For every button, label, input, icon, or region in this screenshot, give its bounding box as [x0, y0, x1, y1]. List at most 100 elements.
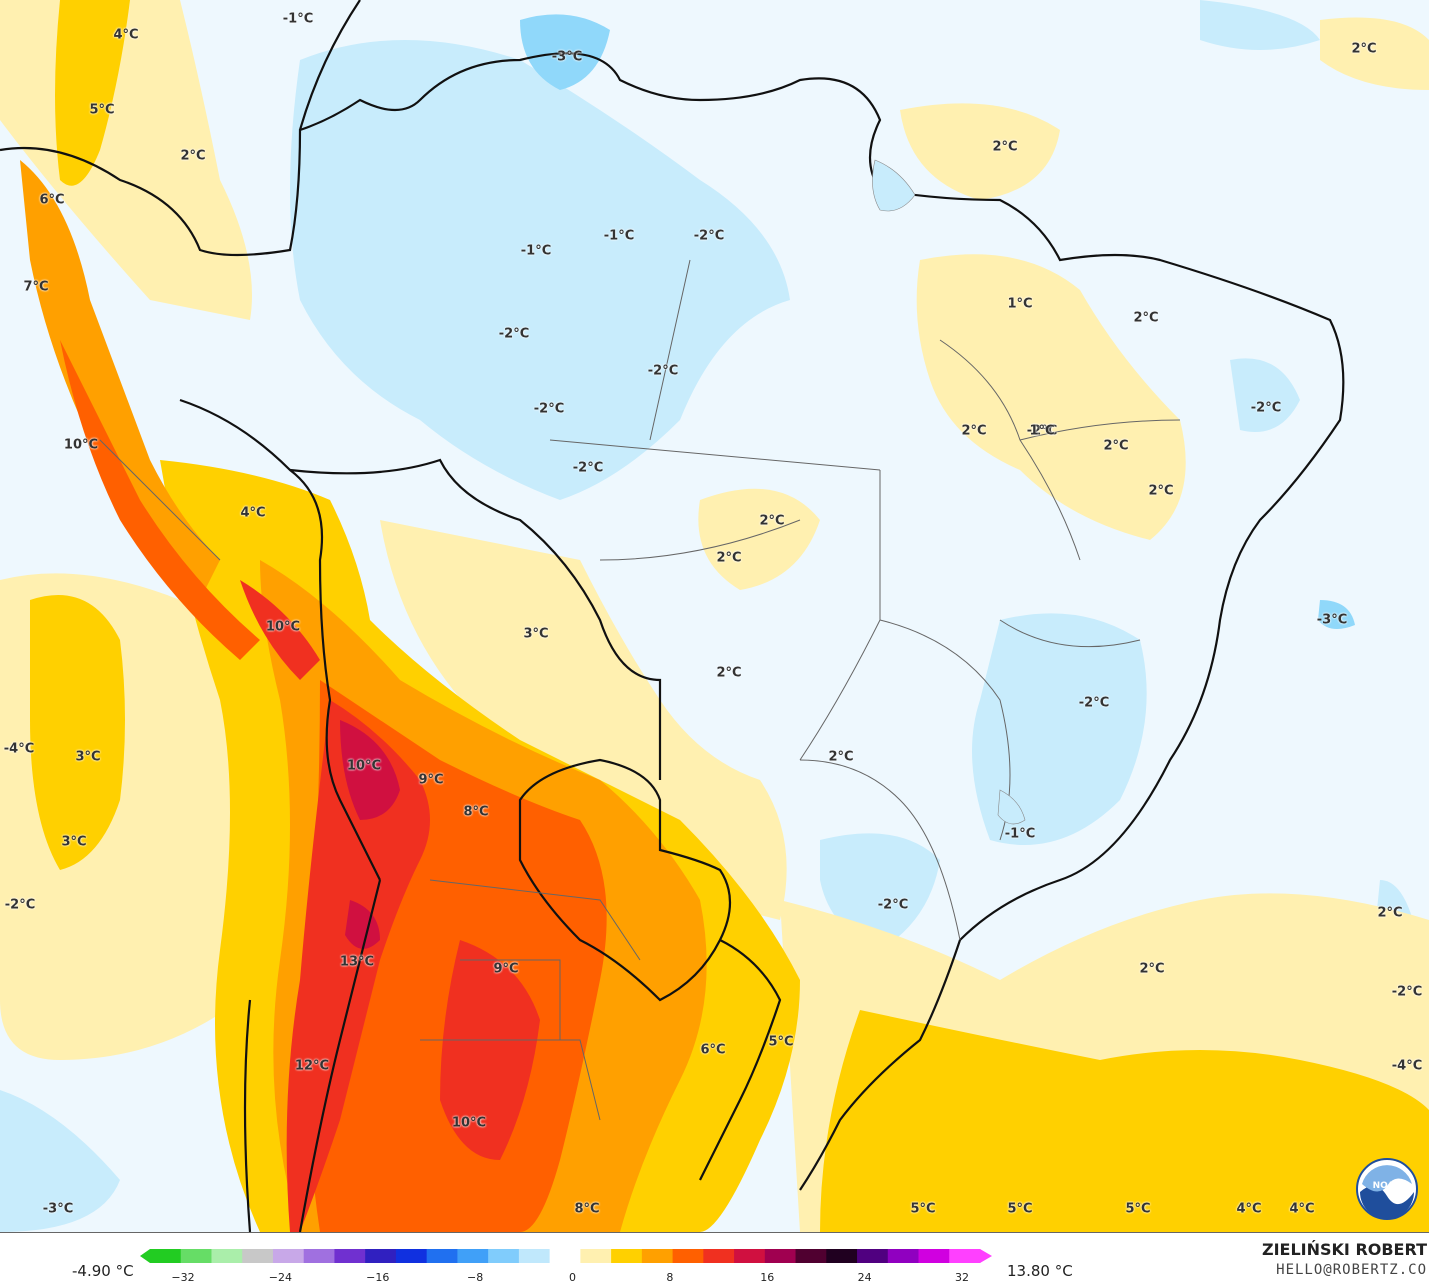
temperature-label: 4°C [113, 27, 139, 43]
temperature-label: -4°C [1391, 1058, 1423, 1074]
temperature-label: 9°C [418, 772, 444, 788]
temperature-label: 4°C [1236, 1201, 1262, 1217]
color-scale-swatch [365, 1249, 397, 1263]
country-borders [0, 0, 1345, 1232]
temperature-label: -2°C [1026, 423, 1058, 439]
color-scale-swatch [795, 1249, 827, 1263]
temperature-label: 13°C [339, 954, 375, 970]
temperature-label: -2°C [877, 897, 909, 913]
color-scale-swatch [949, 1249, 981, 1263]
color-scale-swatch [334, 1249, 366, 1263]
temperature-label: 2°C [992, 139, 1018, 155]
temperature-label: -2°C [498, 326, 530, 342]
color-scale-tick: −16 [366, 1271, 390, 1284]
color-scale-swatch [150, 1249, 182, 1263]
color-scale-swatch [242, 1249, 274, 1263]
color-scale-min-arrow [140, 1249, 150, 1263]
color-scale-swatch [672, 1249, 704, 1263]
temperature-label: -1°C [1004, 826, 1036, 842]
state-borders [99, 259, 1181, 1121]
temperature-label: 3°C [523, 626, 549, 642]
min-value-label: -4.90 °C [72, 1262, 134, 1280]
temperature-label: -1°C [603, 228, 635, 244]
temperature-label: 2°C [759, 513, 785, 529]
color-scale-max-arrow [980, 1249, 992, 1263]
temperature-label: 3°C [61, 834, 87, 850]
temperature-label: 2°C [1133, 310, 1159, 326]
color-scale-swatch [887, 1249, 920, 1263]
temperature-label: 1°C [1007, 296, 1033, 312]
temperature-label: 8°C [463, 804, 489, 820]
temperature-label: 12°C [294, 1058, 330, 1074]
temperature-label: -2°C [647, 363, 679, 379]
color-scale-swatch [611, 1249, 643, 1263]
temperature-label: 2°C [1139, 961, 1165, 977]
max-value-label: 13.80 °C [1007, 1262, 1073, 1280]
color-scale-swatch [857, 1249, 889, 1263]
temperature-label: 5°C [1007, 1201, 1033, 1217]
color-scale-swatch [580, 1249, 612, 1263]
temperature-label: 7°C [23, 279, 49, 295]
color-scale-swatch [395, 1249, 428, 1263]
color-scale-swatch [488, 1249, 520, 1263]
temperature-label: 10°C [346, 758, 382, 774]
color-scale-swatch [211, 1249, 243, 1263]
temperature-label: 8°C [574, 1201, 600, 1217]
color-scale-swatch [457, 1249, 489, 1263]
temperature-label: -2°C [533, 401, 565, 417]
temperature-label: 5°C [1125, 1201, 1151, 1217]
color-scale-tick: 24 [857, 1271, 872, 1284]
temperature-label: 5°C [768, 1034, 794, 1050]
color-scale-tick: 0 [569, 1271, 576, 1284]
temperature-label: 2°C [1351, 41, 1377, 57]
temperature-label: -3°C [1316, 612, 1348, 628]
temperature-label: 4°C [240, 505, 266, 521]
temperature-label: -1°C [520, 243, 552, 259]
temperature-label: 10°C [451, 1115, 487, 1131]
temperature-label: 10°C [63, 437, 99, 453]
author-name: ZIELIŃSKI ROBERT [1261, 1240, 1427, 1259]
temperature-label: 5°C [910, 1201, 936, 1217]
temperature-label: -3°C [42, 1201, 74, 1217]
temperature-map: -1°C -3°C 2°C 4°C 5°C 2°C 2°C 6°C -1°C -1°C -2°C 7°… [0, 0, 1429, 1232]
temperature-label: -2°C [1250, 400, 1282, 416]
color-scale-swatch [272, 1249, 305, 1263]
color-scale-swatch [764, 1249, 797, 1263]
temperature-label: 2°C [180, 148, 206, 164]
temperature-label: 2°C [1148, 483, 1174, 499]
extreme-zones [340, 720, 400, 949]
temperature-label: -2°C [4, 897, 36, 913]
temperature-label: -1°C [282, 11, 314, 27]
noaa-logo-icon: NOAA [1356, 1158, 1418, 1224]
color-scale-swatch [734, 1249, 766, 1263]
color-scale-swatch [549, 1249, 581, 1263]
svg-text:NOAA: NOAA [1373, 1181, 1402, 1191]
color-scale-swatch [918, 1249, 950, 1263]
author-email: HELLO@ROBERTZ.CO [1276, 1262, 1427, 1278]
temperature-label: 1°C [1029, 423, 1055, 439]
map-canvas [0, 0, 1429, 1232]
color-scale [140, 1249, 992, 1263]
temperature-label: -4°C [3, 741, 35, 757]
temperature-label: -2°C [1078, 695, 1110, 711]
temperature-label: 10°C [265, 619, 301, 635]
color-scale-swatch [518, 1249, 551, 1263]
temperature-label: 2°C [716, 550, 742, 566]
color-scale-swatch [303, 1249, 335, 1263]
temperature-label: 6°C [39, 192, 65, 208]
temperature-label: 5°C [89, 102, 115, 118]
color-scale-tick: −32 [171, 1271, 195, 1284]
temperature-label: -3°C [551, 49, 583, 65]
temperature-label: 2°C [961, 423, 987, 439]
color-scale-tick: −8 [467, 1271, 484, 1284]
color-scale-swatch [180, 1249, 212, 1263]
temperature-label: 3°C [75, 749, 101, 765]
temperature-label: 2°C [716, 665, 742, 681]
temperature-label: -2°C [693, 228, 725, 244]
temperature-label: -2°C [572, 460, 604, 476]
color-scale-tick: 8 [666, 1271, 674, 1284]
temperature-label: 2°C [828, 749, 854, 765]
temperature-label: 2°C [1377, 905, 1403, 921]
temperature-label: -2°C [1391, 984, 1423, 1000]
color-scale-tick: 32 [955, 1271, 969, 1284]
